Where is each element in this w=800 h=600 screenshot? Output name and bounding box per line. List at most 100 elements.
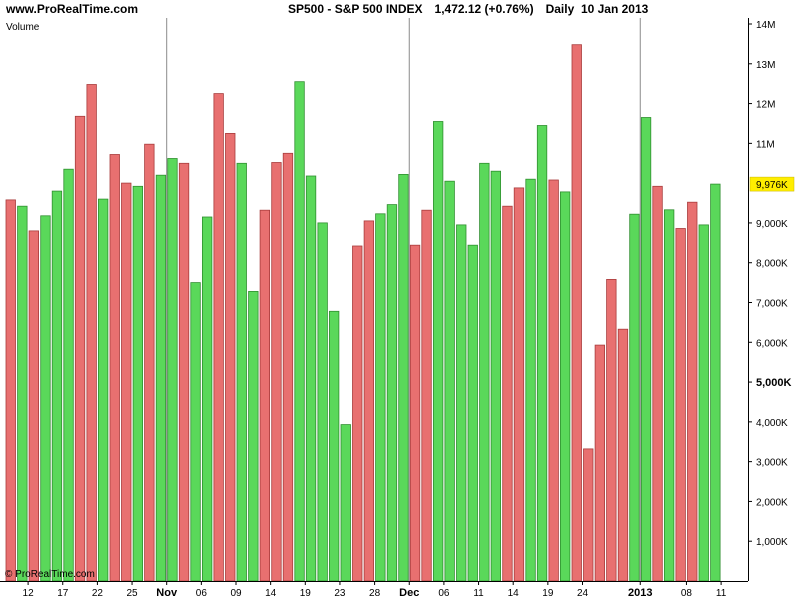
volume-bar: [201, 216, 213, 582]
volume-bar: [432, 121, 444, 582]
volume-bar: [294, 81, 305, 582]
price-change: 1,472.12 (+0.76%): [434, 2, 534, 16]
y-tick-label: 4,000K: [756, 418, 788, 429]
volume-bar: [652, 185, 663, 582]
x-tick-label: 14: [265, 588, 277, 599]
x-tick-label: 12: [23, 588, 35, 599]
indicator-label: Volume: [6, 22, 40, 33]
x-axis-ticks: 12 17 22 25 Nov 06 09 14 19 23 28 Dec 06 11 14 19 24 2013…: [23, 581, 727, 599]
volume-bar: [710, 183, 721, 582]
volume-bar: [456, 224, 467, 582]
volume-bar: [121, 182, 132, 582]
y-tick-label: 2,000K: [756, 497, 788, 508]
x-tick-label: 24: [577, 588, 589, 599]
chart-title: SP500 - S&P 500 INDEX 1,472.12 (+0.76%) Da…: [288, 2, 660, 16]
y-tick-label: 1,000K: [756, 537, 788, 548]
volume-bar: [236, 162, 247, 582]
volume-bar: [282, 152, 294, 582]
symbol-name: SP500 - S&P 500 INDEX: [288, 2, 423, 16]
volume-bar: [444, 180, 455, 582]
volume-bar: [571, 44, 582, 582]
volume-bar: [421, 209, 432, 582]
volume-bar: [687, 201, 698, 582]
volume-bar: [74, 115, 86, 582]
volume-bar: [583, 448, 594, 582]
volume-bar: [317, 222, 328, 582]
volume-bar: [86, 84, 97, 582]
volume-bar: [664, 209, 675, 582]
volume-bar: [155, 174, 167, 582]
x-tick-label: 17: [57, 588, 69, 599]
volume-bar: [606, 278, 617, 582]
x-tick-label: 06: [438, 588, 450, 599]
copyright-text: © ProRealTime.com: [5, 569, 95, 580]
volume-bar: [560, 191, 571, 582]
volume-bar: [63, 168, 74, 582]
period-date: Daily 10 Jan 2013: [545, 2, 649, 16]
x-tick-label: 08: [681, 588, 693, 599]
volume-bar: [594, 344, 605, 582]
volume-bar: [271, 162, 282, 582]
y-tick-label: 3,000K: [756, 458, 788, 469]
volume-bar: [502, 205, 513, 582]
volume-bar: [386, 204, 398, 582]
volume-bar: [259, 209, 271, 582]
volume-bar: [409, 244, 421, 582]
x-tick-label: 11: [473, 588, 484, 599]
y-tick-label: 6,000K: [756, 338, 788, 349]
volume-bar: [640, 117, 652, 582]
volume-bar: [248, 290, 259, 582]
volume-bar: [51, 190, 63, 582]
y-axis-ticks: 1,000K 2,000K 3,000K 4,000K 5,000K 6,000K 7,00…: [748, 20, 792, 548]
y-tick-label: 9,000K: [756, 219, 788, 230]
volume-bar: [28, 230, 40, 582]
volume-bar: [490, 170, 502, 582]
x-tick-label: Nov: [156, 587, 178, 599]
y-tick-label: 13M: [756, 60, 775, 71]
volume-bar: [5, 199, 16, 582]
site-name: www.ProRealTime.com: [6, 2, 139, 16]
x-tick-label: 19: [542, 588, 554, 599]
x-tick-label: 22: [92, 588, 104, 599]
volume-bar: [144, 143, 155, 582]
x-tick-label: 19: [300, 588, 312, 599]
x-tick-label: 2013: [628, 587, 652, 599]
volume-bar: [629, 213, 640, 582]
volume-bar: [398, 173, 409, 582]
volume-bar: [178, 162, 190, 582]
period-separators: [166, 18, 641, 581]
y-tick-label: 11M: [756, 139, 775, 150]
volume-bar: [617, 328, 629, 582]
volume-bar: [513, 187, 525, 582]
x-tick-label: 23: [334, 588, 346, 599]
last-value-marker: 9,976K: [749, 176, 795, 192]
y-tick-label: 14M: [756, 20, 775, 31]
x-tick-label: Dec: [399, 587, 419, 599]
volume-bars: [5, 44, 721, 582]
volume-bar: [698, 224, 709, 582]
x-axis-panel: [0, 581, 748, 600]
last-value-label: 9,976K: [756, 180, 788, 191]
volume-bar: [375, 213, 386, 582]
volume-bar: [213, 93, 224, 582]
volume-bar: [548, 179, 559, 582]
y-axis-panel: [748, 18, 800, 600]
x-tick-label: 25: [126, 588, 138, 599]
volume-bar: [305, 175, 317, 582]
volume-bar: [328, 310, 340, 582]
volume-bar: [352, 245, 363, 582]
y-tick-label: 12M: [756, 100, 775, 111]
volume-bar: [167, 158, 178, 582]
volume-bar: [190, 282, 201, 582]
volume-bar: [525, 178, 536, 582]
last-value-badge: [749, 176, 795, 192]
x-tick-label: 14: [508, 588, 520, 599]
volume-bar: [98, 198, 109, 582]
x-tick-label: 28: [369, 588, 381, 599]
volume-bar: [340, 424, 351, 582]
y-tick-label: 7,000K: [756, 299, 788, 310]
volume-bar: [40, 215, 51, 582]
volume-bar: [17, 205, 28, 582]
volume-bar: [225, 132, 236, 582]
